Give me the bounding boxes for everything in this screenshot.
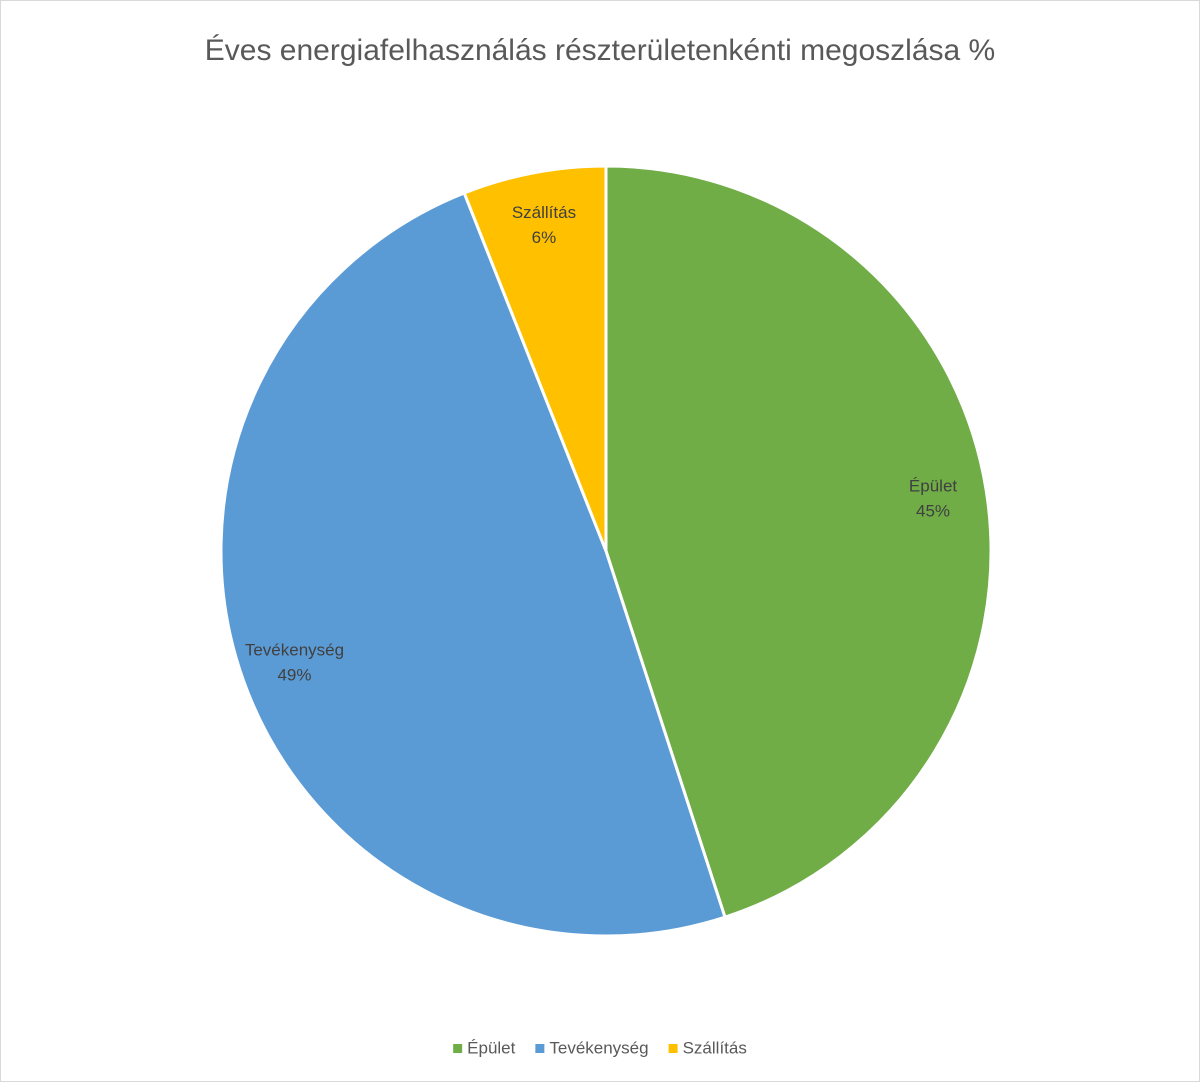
legend-swatch — [453, 1044, 463, 1053]
data-label-value: 6% — [532, 228, 557, 247]
chart-title: Éves energiafelhasználás részterületenké… — [205, 34, 995, 67]
legend-swatch — [535, 1044, 545, 1053]
pie-slice — [462, 164, 608, 552]
legend: Épület Tevékenység Szállítás — [453, 1038, 747, 1057]
legend-label: Szállítás — [683, 1038, 747, 1057]
data-label-value: 45% — [916, 502, 950, 521]
data-label-value: 49% — [277, 666, 311, 685]
pie-slice — [604, 164, 993, 920]
legend-label: Épület — [467, 1038, 515, 1057]
legend-label: Tevékenység — [549, 1038, 648, 1057]
data-label-category: Tevékenység — [245, 641, 344, 660]
data-label-category: Szállítás — [512, 203, 576, 222]
data-label-category: Épület — [909, 477, 957, 496]
legend-swatch — [668, 1044, 678, 1053]
pie-slice — [219, 191, 727, 938]
